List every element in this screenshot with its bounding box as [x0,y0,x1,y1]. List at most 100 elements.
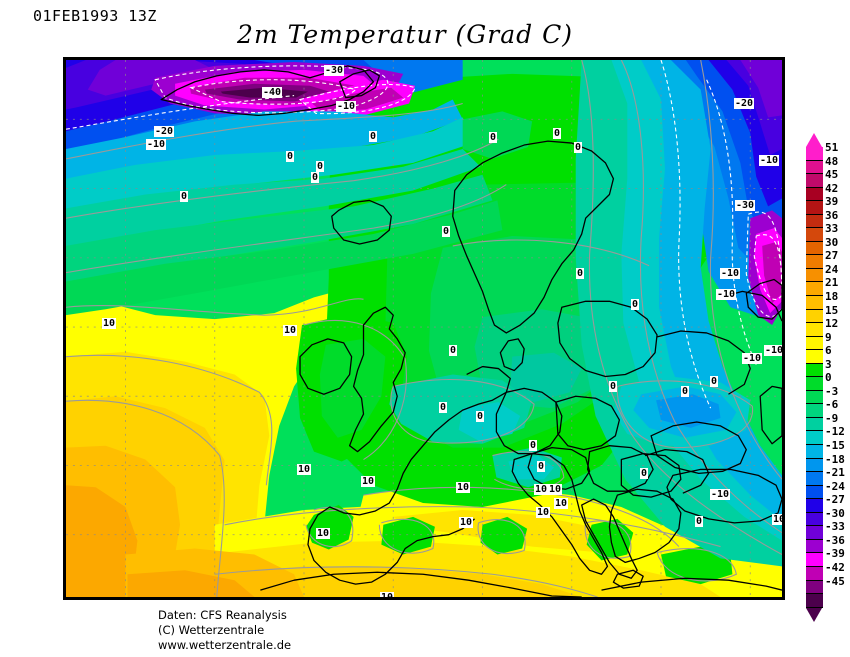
legend-swatch [806,214,823,229]
temperature-field [66,60,782,597]
legend-tick: 12 [825,317,839,331]
credits-website: www.wetterzentrale.de [158,638,292,652]
legend-tick: -36 [825,533,845,547]
legend-swatch [806,228,823,242]
contour-label: 0 [180,191,189,202]
contour-label: 0 [529,440,538,451]
legend-swatch [806,363,823,378]
weather-map[interactable]: -30 -40 -30 -20 -20 -10 -10 -10 -10 -10 -10 -10 -10 0… [63,57,785,600]
legend-color-bar [806,147,823,608]
legend-tick: -18 [825,452,845,466]
legend-swatch [806,336,823,351]
legend-tick: 27 [825,249,839,263]
contour-label: 10 [297,464,312,475]
legend-tick: -27 [825,493,845,507]
contour-label: -20 [154,126,175,137]
legend-swatch [806,160,823,175]
legend-swatch [806,431,823,446]
legend-tick: 24 [825,262,839,276]
contour-label: 0 [476,411,485,422]
legend-swatch [806,241,823,256]
contour-label: 10 [536,507,551,518]
contour-label: -10 [146,139,167,150]
credits-data-source: Daten: CFS Reanalysis [158,608,287,622]
legend-swatch [806,512,823,527]
contour-label: 0 [286,151,295,162]
legend-swatch [806,458,823,473]
contour-label: -10 [336,101,357,112]
contour-label: 10 [459,517,474,528]
legend-swatch [806,309,823,324]
contour-label: -30 [735,200,756,211]
legend-swatch [806,485,823,500]
legend-tick: -39 [825,547,845,561]
legend-swatch [806,296,823,310]
page-title: 2m Temperatur (Grad C) [237,20,573,49]
contour-label: -10 [742,353,763,364]
contour-label: 0 [631,299,640,310]
legend-tick: 6 [825,344,832,358]
contour-label: 10 [554,498,569,509]
contour-label: 0 [609,381,618,392]
legend-swatch [806,499,823,513]
contour-label: 10 [102,318,117,329]
legend-swatch [806,282,823,297]
contour-label: 0 [311,172,320,183]
legend-tick: 33 [825,222,839,236]
legend-tick: 45 [825,168,839,182]
legend-swatch [806,580,823,595]
legend-swatch [806,539,823,554]
legend-swatch [806,445,823,459]
legend-tick: -45 [825,574,845,588]
contour-label: -40 [262,87,283,98]
legend-swatch [806,201,823,215]
legend-swatch [806,417,823,432]
contour-label: -30 [324,65,345,76]
legend-tick: -21 [825,466,845,480]
legend-swatch [806,268,823,283]
contour-label: 0 [695,516,704,527]
legend-swatch [806,323,823,337]
legend-tick: 15 [825,303,839,317]
legend-tick: -9 [825,411,839,425]
legend-tick: 42 [825,181,839,195]
contour-label: 10 [361,476,376,487]
legend-cap-bottom-icon [806,607,822,622]
contour-label: -10 [716,289,737,300]
contour-label: 0 [442,226,451,237]
legend-tick: -12 [825,425,845,439]
contour-label: 0 [369,131,378,142]
contour-label: 0 [553,128,562,139]
contour-label: -20 [734,98,755,109]
contour-label: 0 [576,268,585,279]
contour-label: 0 [681,386,690,397]
legend-tick: 9 [825,330,832,344]
legend-tick: 30 [825,235,839,249]
contour-label: 0 [449,345,458,356]
contour-label: 0 [710,376,719,387]
legend-swatch [806,404,823,418]
legend-tick: 3 [825,357,832,371]
contour-label: 10 [380,592,395,597]
legend-swatch [806,526,823,540]
contour-label: -10 [720,268,741,279]
legend-tick: 21 [825,276,839,290]
legend-tick: 0 [825,371,832,385]
legend-swatch [806,390,823,405]
legend-tick: 48 [825,154,839,168]
legend-swatch [806,377,823,391]
legend-tick: -30 [825,506,845,520]
legend-swatch [806,472,823,486]
legend-tick: 39 [825,195,839,209]
contour-label: 0 [537,461,546,472]
contour-label: -10 [764,345,784,356]
legend-swatch [806,255,823,269]
color-legend: 51 48 45 42 39 36 33 30 27 24 21 18 15 12 9 6 3 0 -3 -6 -9 -1… [805,133,850,622]
legend-swatch [806,566,823,581]
legend-tick: 36 [825,208,839,222]
legend-tick: -42 [825,560,845,574]
contour-label: 10 [456,482,471,493]
legend-tick: -33 [825,520,845,534]
legend-swatch [806,147,823,161]
contour-label: 0 [439,402,448,413]
